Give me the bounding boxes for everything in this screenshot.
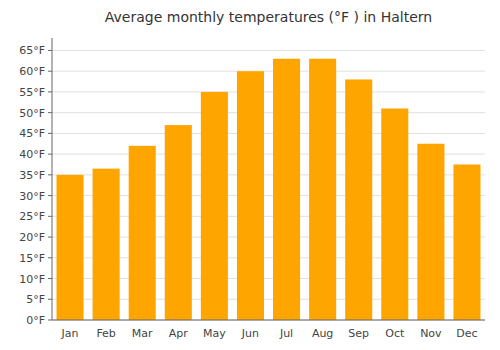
y-tick-label: 30°F <box>19 190 45 203</box>
y-tick-label: 25°F <box>19 210 45 223</box>
bar <box>57 175 84 320</box>
y-grid <box>52 50 485 320</box>
x-tick-label: Jan <box>61 327 79 340</box>
y-tick <box>48 50 52 51</box>
y-tick-label: 60°F <box>19 65 45 78</box>
x-tick-label: Sep <box>348 327 369 340</box>
y-tick <box>48 71 52 72</box>
y-tick-label: 20°F <box>19 231 45 244</box>
y-tick <box>48 257 52 258</box>
y-tick-label: 65°F <box>19 44 45 57</box>
y-tick-label: 10°F <box>19 273 45 286</box>
bar <box>453 164 480 320</box>
grid-line <box>52 91 485 92</box>
grid-line <box>52 50 485 51</box>
x-tick-label: Jun <box>241 327 259 340</box>
grid-line <box>52 320 485 321</box>
y-tick <box>48 237 52 238</box>
x-tick-label: Nov <box>420 327 442 340</box>
bar <box>417 144 444 320</box>
y-tick <box>48 216 52 217</box>
y-axis: 0°F 5°F 10°F 15°F 20°F 25°F 30°F 35°F 40°F 45°F 50… <box>19 38 52 327</box>
x-tick-label: Aug <box>312 327 333 340</box>
y-tick <box>48 91 52 92</box>
x-tick-label: Jul <box>279 327 293 340</box>
x-tick-label: Apr <box>169 327 189 340</box>
chart-title: Average monthly temperatures (°F ) in Ha… <box>105 9 432 25</box>
x-tick-label: Dec <box>456 327 477 340</box>
y-tick <box>48 320 52 321</box>
y-tick-label: 35°F <box>19 169 45 182</box>
x-tick-label: May <box>203 327 226 340</box>
y-tick-label: 15°F <box>19 252 45 265</box>
grid-line <box>52 71 485 72</box>
bar <box>129 146 156 320</box>
y-tick <box>48 195 52 196</box>
grid-line <box>52 112 485 113</box>
bar <box>381 109 408 321</box>
grid-line <box>52 133 485 134</box>
bar <box>345 79 372 320</box>
bar <box>273 59 300 320</box>
chart-svg: Average monthly temperatures (°F ) in Ha… <box>0 0 500 350</box>
bar <box>237 71 264 320</box>
y-tick <box>48 174 52 175</box>
y-tick <box>48 278 52 279</box>
chart-container: Average monthly temperatures (°F ) in Ha… <box>0 0 500 350</box>
y-tick <box>48 154 52 155</box>
x-axis: Jan Feb Mar Apr May Jun Jul Aug Sep Oct Nov Dec <box>52 320 485 340</box>
bar <box>93 169 120 320</box>
bars <box>57 59 481 320</box>
y-tick-label: 50°F <box>19 107 45 120</box>
y-tick <box>48 133 52 134</box>
y-axis-line <box>52 38 53 320</box>
y-tick-label: 0°F <box>26 314 45 327</box>
x-tick-label: Feb <box>96 327 115 340</box>
y-tick <box>48 299 52 300</box>
x-axis-line <box>52 320 485 321</box>
y-tick-label: 5°F <box>26 293 45 306</box>
x-tick-label: Mar <box>132 327 153 340</box>
y-tick <box>48 112 52 113</box>
y-tick-label: 40°F <box>19 148 45 161</box>
bar <box>165 125 192 320</box>
y-tick-label: 55°F <box>19 86 45 99</box>
x-tick-label: Oct <box>385 327 405 340</box>
y-tick-label: 45°F <box>19 127 45 140</box>
bar <box>309 59 336 320</box>
bar <box>201 92 228 320</box>
